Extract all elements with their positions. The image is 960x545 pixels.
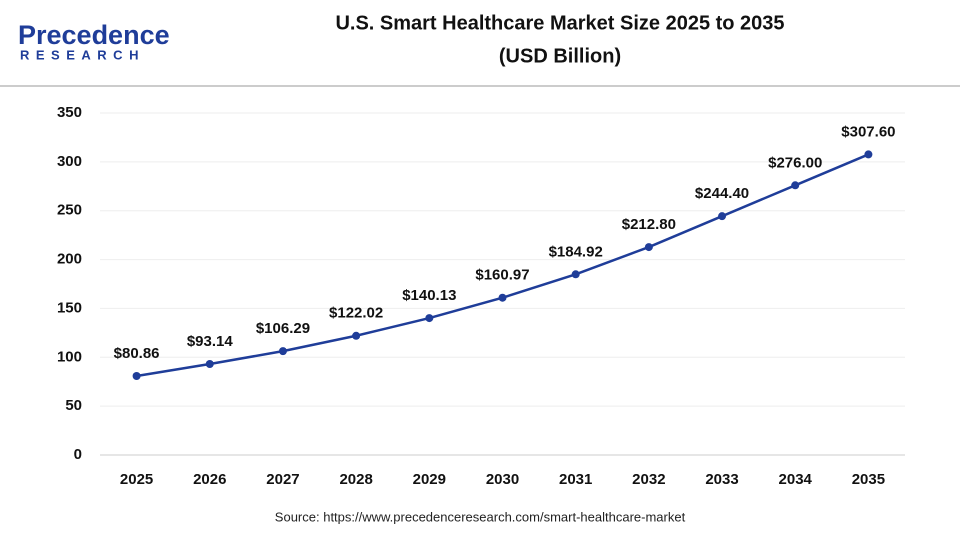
value-label: $160.97 [475,267,529,284]
marker [425,314,434,323]
marker [352,331,361,340]
value-label: $106.29 [256,320,310,337]
value-label: $122.02 [329,305,383,322]
chart-subtitle: (USD Billion) [499,45,621,67]
marker [132,371,141,380]
logo-name: Precedence [18,20,170,50]
y-tick-label: 0 [74,446,82,463]
x-tick-label: 2033 [705,471,738,488]
y-tick-label: 150 [57,299,82,316]
value-label: $184.92 [549,243,603,260]
x-tick-label: 2031 [559,471,592,488]
x-tick-label: 2029 [413,471,446,488]
marker [571,270,580,279]
x-tick-label: 2025 [120,471,153,488]
logo-tagline: RESEARCH [20,47,145,62]
marker [718,212,727,221]
value-label: $276.00 [768,154,822,171]
value-label: $80.86 [114,345,160,362]
marker [278,347,287,356]
y-tick-label: 100 [57,348,82,365]
y-tick-label: 250 [57,202,82,219]
marker [498,293,507,302]
marker [205,359,214,368]
value-label: $212.80 [622,216,676,233]
value-label: $93.14 [187,333,234,350]
y-tick-label: 300 [57,153,82,170]
value-label: $307.60 [841,123,895,140]
x-tick-label: 2034 [779,471,813,488]
x-tick-label: 2030 [486,471,519,488]
marker [791,181,800,190]
chart-title: U.S. Smart Healthcare Market Size 2025 t… [335,12,784,34]
x-tick-label: 2026 [193,471,226,488]
y-tick-label: 350 [57,104,82,121]
x-tick-label: 2028 [339,471,372,488]
x-tick-label: 2032 [632,471,665,488]
value-label: $140.13 [402,287,456,304]
marker [644,243,653,252]
y-tick-label: 50 [65,397,82,414]
source: Source: https://www.precedenceresearch.c… [275,509,686,524]
x-tick-label: 2027 [266,471,299,488]
marker [864,150,873,159]
y-tick-label: 200 [57,251,82,268]
x-tick-label: 2035 [852,471,885,488]
value-label: $244.40 [695,185,749,202]
